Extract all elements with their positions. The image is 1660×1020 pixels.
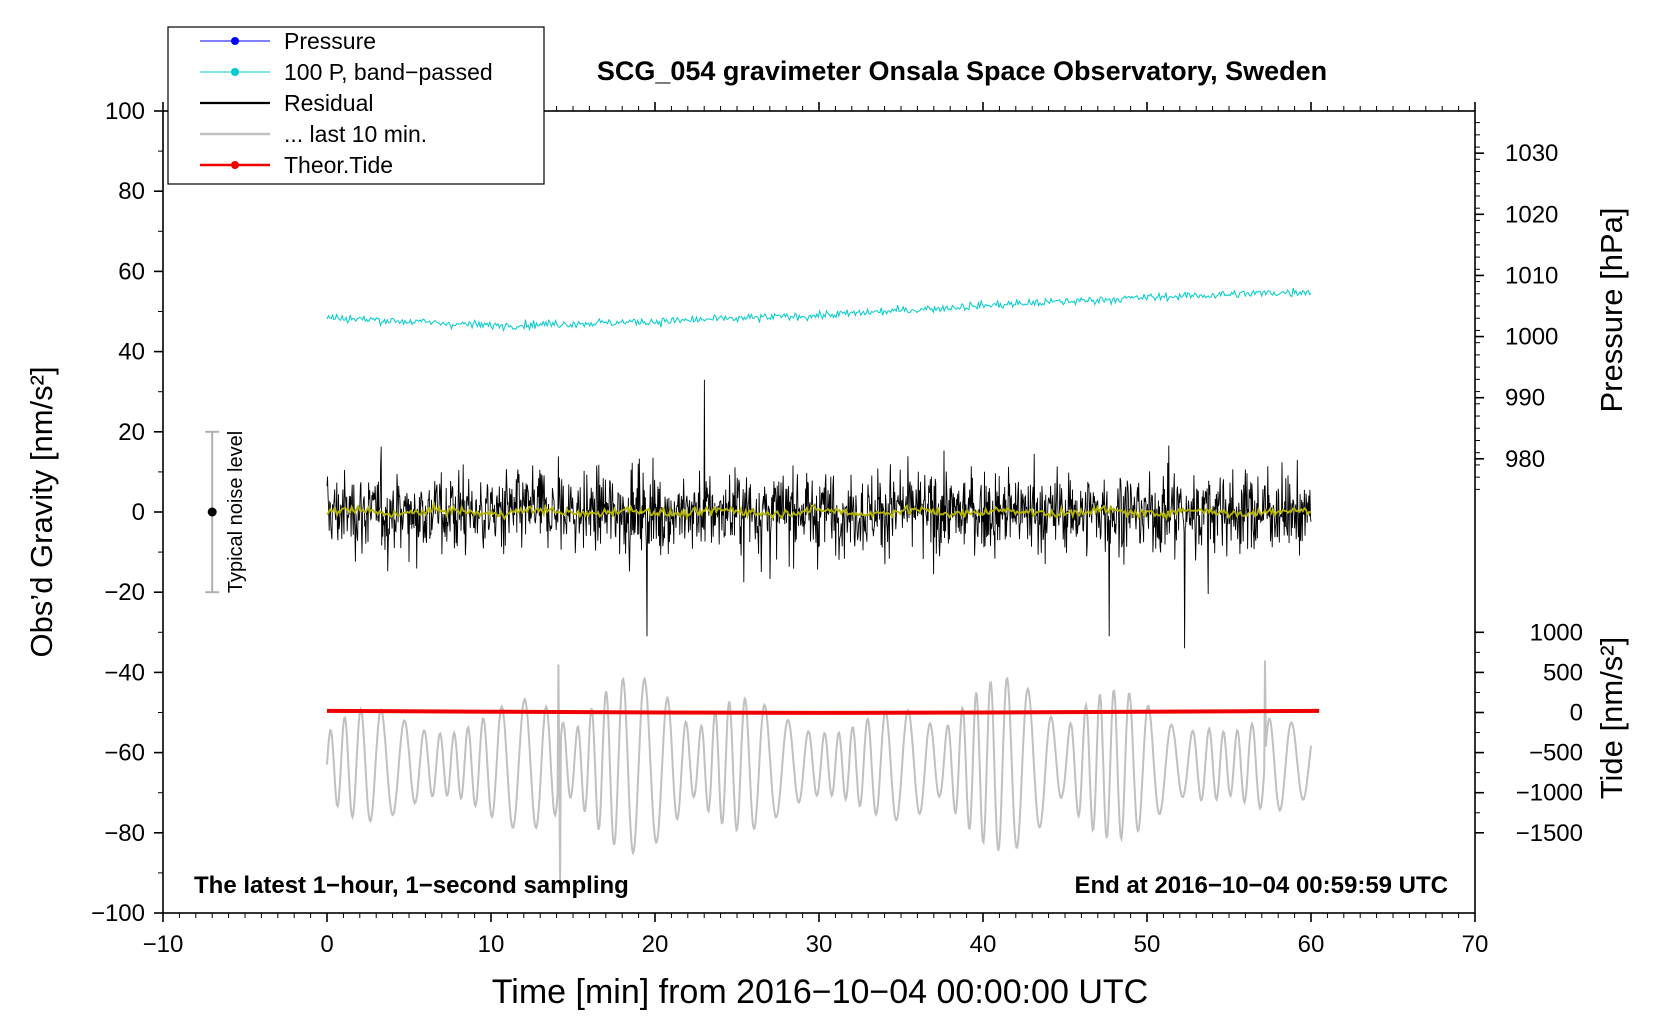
pressure-tick-label: 1000	[1505, 324, 1558, 351]
legend-item: Residual	[200, 90, 374, 116]
annotation-right: End at 2016−10−04 00:59:59 UTC	[1074, 872, 1448, 899]
legend-label: Residual	[284, 90, 374, 116]
legend-label: ... last 10 min.	[284, 121, 427, 147]
legend-item: ... last 10 min.	[200, 121, 427, 147]
y-tick-label: −60	[104, 740, 145, 767]
pressure-bandpassed-series-line	[326, 287, 1312, 333]
x-tick-label: 60	[1298, 931, 1325, 958]
x-tick-label: 50	[1134, 931, 1161, 958]
x-tick-label: 30	[806, 931, 833, 958]
data-layer	[326, 287, 1320, 885]
legend-label: 100 P, band−passed	[284, 59, 493, 85]
legend-swatch-dot	[231, 37, 239, 45]
noise-level-label: Typical noise level	[225, 431, 247, 593]
pressure-tick-label: 1010	[1505, 262, 1558, 289]
pressure-tick-label: 1030	[1505, 140, 1558, 167]
last-10-min-series-line	[326, 660, 1312, 885]
tide-tick-label: −500	[1529, 740, 1583, 767]
x-tick-label: −10	[143, 931, 184, 958]
x-axis-label: Time [min] from 2016−10−04 00:00:00 UTC	[492, 973, 1148, 1011]
legend: Pressure 100 P, band−passed Residual ... la…	[167, 26, 545, 185]
legend-item: Theor.Tide	[200, 152, 393, 178]
y-axis-ticks: −100 −80 −60 −40 −20 0 20 40 60 80 100	[91, 98, 163, 927]
y-tick-label: 0	[132, 499, 145, 526]
pressure-tick-label: 980	[1505, 446, 1545, 473]
tide-tick-label: 500	[1543, 659, 1583, 686]
y-tick-label: −40	[104, 659, 145, 686]
y-tick-label: 80	[118, 178, 145, 205]
chart-title: SCG_054 gravimeter Onsala Space Observat…	[597, 56, 1327, 86]
pressure-tick-label: 1020	[1505, 201, 1558, 228]
x-axis-ticks: −10 0 10 20 30 40 50 60 70	[143, 102, 1489, 958]
x-tick-label: 10	[478, 931, 505, 958]
pressure-axis-label: Pressure [hPa]	[1594, 207, 1629, 412]
legend-label: Theor.Tide	[284, 152, 393, 178]
noise-level-indicator: Typical noise level	[205, 430, 247, 594]
legend-box	[167, 26, 545, 185]
tide-tick-label: −1500	[1516, 820, 1583, 847]
tide-axis-label: Tide [nm/s²]	[1594, 637, 1629, 800]
tide-tick-label: −1000	[1516, 780, 1583, 807]
annotation-left: The latest 1−hour, 1−second sampling	[194, 872, 629, 899]
y-tick-label: 60	[118, 258, 145, 285]
legend-label: Pressure	[284, 28, 376, 54]
pressure-tick-label: 990	[1505, 385, 1545, 412]
y-tick-label: 20	[118, 419, 145, 446]
x-tick-label: 70	[1462, 931, 1489, 958]
noise-level-dot	[207, 507, 217, 517]
y-tick-label: 100	[105, 98, 145, 125]
pressure-axis-ticks: 980 990 1000 1010 1020 1030	[1475, 122, 1558, 490]
theoretical-tide-series-line	[326, 708, 1320, 715]
legend-swatch-dot	[231, 161, 239, 169]
y-tick-label: −100	[91, 900, 145, 927]
x-tick-label: 0	[320, 931, 333, 958]
y-tick-label: 40	[118, 339, 145, 366]
legend-item: Pressure	[200, 28, 376, 54]
tide-tick-label: 1000	[1530, 619, 1583, 646]
legend-item: 100 P, band−passed	[200, 59, 493, 85]
smoothed-residual-series-line	[326, 500, 1312, 522]
residual-series-line	[326, 379, 1312, 649]
tide-tick-label: 0	[1570, 700, 1583, 727]
x-tick-label: 40	[970, 931, 997, 958]
y-tick-label: −80	[104, 820, 145, 847]
legend-swatch-dot	[231, 68, 239, 76]
tide-axis-ticks: −1500 −1000 −500 0 500 1000	[1475, 619, 1583, 847]
y-tick-label: −20	[104, 579, 145, 606]
x-tick-label: 20	[642, 931, 669, 958]
y-axis-label-left: Obs’d Gravity [nm/s²]	[24, 366, 59, 657]
